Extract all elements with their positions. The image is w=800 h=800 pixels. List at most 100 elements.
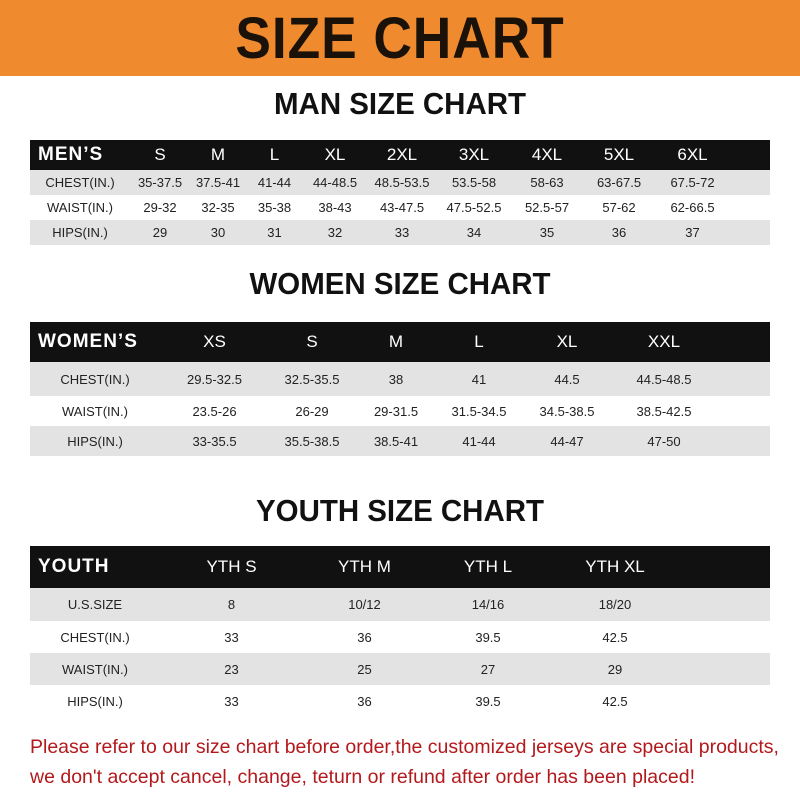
women-chart-title: WOMEN SIZE CHART: [249, 266, 551, 301]
table-cell: 38.5-42.5: [613, 396, 715, 426]
table-cell: 44.5: [521, 362, 613, 396]
table-cell: 52.5-57: [511, 195, 583, 220]
table-row: U.S.SIZE 8 10/12 14/16 18/20: [30, 588, 770, 621]
men-size-table: MEN’S S M L XL 2XL 3XL 4XL 5XL 6XL CHEST(IN.) 35-37…: [30, 140, 770, 245]
table-cell: 35-38: [246, 195, 303, 220]
banner-title: SIZE CHART: [235, 5, 565, 71]
row-label: WAIST(IN.): [30, 195, 130, 220]
table-cell: 33-35.5: [160, 426, 269, 456]
row-label: U.S.SIZE: [30, 588, 160, 621]
table-row: WAIST(IN.) 23.5-26 26-29 29-31.5 31.5-34.5 34…: [30, 396, 770, 426]
size-header: YTH XL: [550, 546, 680, 588]
table-cell: 33: [160, 685, 303, 717]
table-cell: 67.5-72: [655, 170, 730, 195]
table-cell: 34: [437, 220, 511, 245]
table-cell: 41-44: [437, 426, 521, 456]
table-cell: 32: [303, 220, 367, 245]
size-header: YTH S: [160, 546, 303, 588]
notice-line-1: Please refer to our size chart before or…: [30, 736, 779, 758]
men-header-row: MEN’S S M L XL 2XL 3XL 4XL 5XL 6XL: [30, 140, 770, 170]
table-cell: 32.5-35.5: [269, 362, 355, 396]
table-cell: 18/20: [550, 588, 680, 621]
table-cell: 39.5: [426, 685, 550, 717]
row-label: CHEST(IN.): [30, 621, 160, 653]
size-header: L: [246, 140, 303, 170]
table-cell: 29.5-32.5: [160, 362, 269, 396]
table-row: CHEST(IN.) 33 36 39.5 42.5: [30, 621, 770, 653]
table-row: WAIST(IN.) 23 25 27 29: [30, 653, 770, 685]
table-cell: 42.5: [550, 621, 680, 653]
row-label: CHEST(IN.): [30, 362, 160, 396]
table-cell: 25: [303, 653, 426, 685]
table-cell: 48.5-53.5: [367, 170, 437, 195]
table-cell: 33: [160, 621, 303, 653]
table-cell: 44-48.5: [303, 170, 367, 195]
table-cell: 62-66.5: [655, 195, 730, 220]
size-header: 4XL: [511, 140, 583, 170]
size-header: XL: [303, 140, 367, 170]
table-cell: 33: [367, 220, 437, 245]
table-cell: 10/12: [303, 588, 426, 621]
table-cell: 35-37.5: [130, 170, 190, 195]
table-cell: 36: [583, 220, 655, 245]
table-cell: 57-62: [583, 195, 655, 220]
table-row: HIPS(IN.) 29 30 31 32 33 34 35 36 37: [30, 220, 770, 245]
table-cell: 43-47.5: [367, 195, 437, 220]
size-header: M: [355, 322, 437, 362]
header-label: WOMEN’S: [30, 322, 160, 362]
table-row: HIPS(IN.) 33-35.5 35.5-38.5 38.5-41 41-44 44-…: [30, 426, 770, 456]
size-header: XXL: [613, 322, 715, 362]
row-label: HIPS(IN.): [30, 426, 160, 456]
table-cell: 44.5-48.5: [613, 362, 715, 396]
size-header: YTH L: [426, 546, 550, 588]
size-header: YTH M: [303, 546, 426, 588]
table-cell: 31.5-34.5: [437, 396, 521, 426]
table-cell: 41-44: [246, 170, 303, 195]
table-cell: 29-31.5: [355, 396, 437, 426]
table-cell: 58-63: [511, 170, 583, 195]
size-header: XL: [521, 322, 613, 362]
women-size-table: WOMEN’S XS S M L XL XXL CHEST(IN.) 29.5-32.5 32.5…: [30, 322, 770, 456]
table-cell: 53.5-58: [437, 170, 511, 195]
table-cell: 29: [130, 220, 190, 245]
size-header: S: [269, 322, 355, 362]
size-header: 3XL: [437, 140, 511, 170]
size-header: 6XL: [655, 140, 730, 170]
table-cell: 35: [511, 220, 583, 245]
header-label: YOUTH: [30, 546, 160, 588]
table-cell: 44-47: [521, 426, 613, 456]
youth-size-table: YOUTH YTH S YTH M YTH L YTH XL U.S.SIZE 8 10/12…: [30, 546, 770, 717]
size-header: 2XL: [367, 140, 437, 170]
table-cell: 26-29: [269, 396, 355, 426]
notice-line-2: we don't accept cancel, change, teturn o…: [30, 766, 695, 788]
table-row: CHEST(IN.) 29.5-32.5 32.5-35.5 38 41 44.5 44.5…: [30, 362, 770, 396]
table-cell: 36: [303, 621, 426, 653]
table-cell: 30: [190, 220, 246, 245]
table-cell: 34.5-38.5: [521, 396, 613, 426]
table-cell: 42.5: [550, 685, 680, 717]
row-label: HIPS(IN.): [30, 220, 130, 245]
table-cell: 23: [160, 653, 303, 685]
size-header: 5XL: [583, 140, 655, 170]
table-cell: 41: [437, 362, 521, 396]
header-label: MEN’S: [30, 140, 130, 170]
table-cell: 47.5-52.5: [437, 195, 511, 220]
row-label: WAIST(IN.): [30, 396, 160, 426]
men-chart-title: MAN SIZE CHART: [274, 86, 526, 121]
size-header: S: [130, 140, 190, 170]
table-cell: 8: [160, 588, 303, 621]
youth-header-row: YOUTH YTH S YTH M YTH L YTH XL: [30, 546, 770, 588]
table-cell: 37: [655, 220, 730, 245]
size-header: XS: [160, 322, 269, 362]
youth-chart-title: YOUTH SIZE CHART: [256, 493, 544, 528]
table-cell: 63-67.5: [583, 170, 655, 195]
table-cell: 31: [246, 220, 303, 245]
table-cell: 14/16: [426, 588, 550, 621]
row-label: HIPS(IN.): [30, 685, 160, 717]
table-cell: 38-43: [303, 195, 367, 220]
table-row: WAIST(IN.) 29-32 32-35 35-38 38-43 43-47.5 47.…: [30, 195, 770, 220]
table-cell: 36: [303, 685, 426, 717]
table-cell: 37.5-41: [190, 170, 246, 195]
table-cell: 38.5-41: [355, 426, 437, 456]
table-cell: 47-50: [613, 426, 715, 456]
